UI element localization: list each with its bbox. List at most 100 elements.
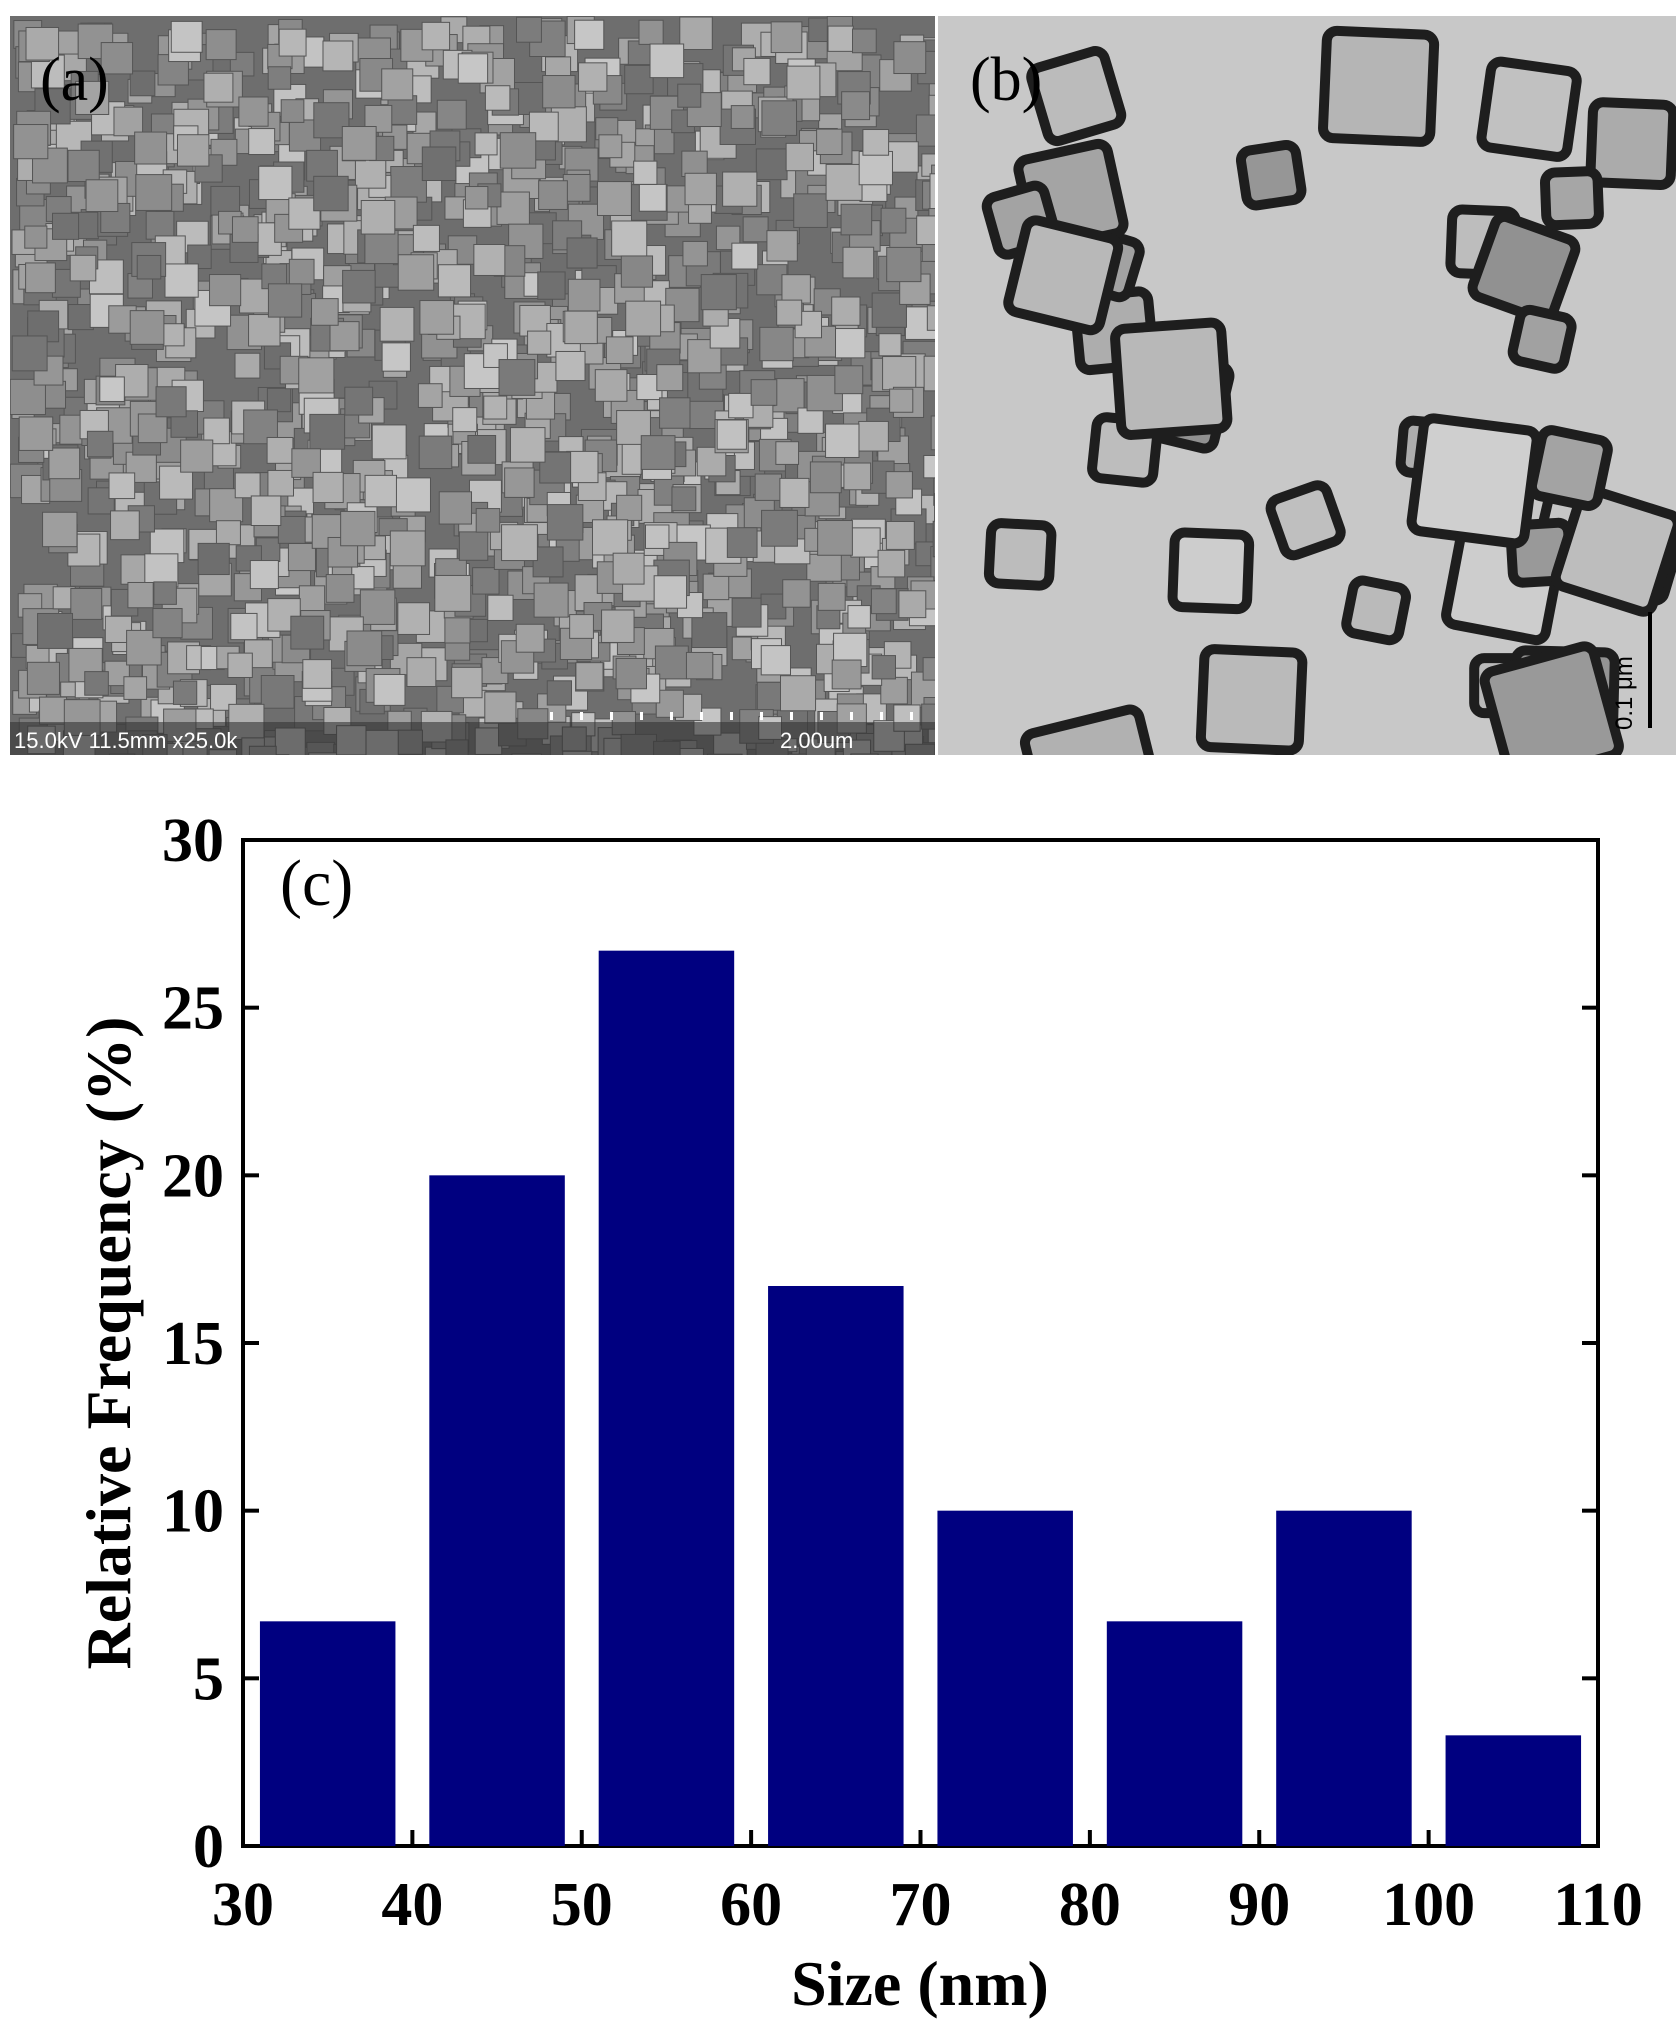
particle [371,424,407,460]
particle [842,246,875,279]
particle [730,105,755,129]
particle [691,612,728,649]
particle [726,527,758,558]
particle [928,71,935,102]
particle [878,333,902,357]
particle [847,605,871,629]
particle [1539,166,1604,231]
particle [700,274,737,311]
particle [11,335,48,372]
particle [313,175,349,212]
y-tick-label: 10 [162,1478,224,1546]
particle [532,546,564,578]
particle [776,299,803,326]
particle [1585,97,1676,190]
tem-image [938,16,1676,755]
particle [880,207,907,234]
particle [284,751,309,755]
particle [922,657,935,681]
particle [137,413,168,444]
particle [395,477,431,513]
particle [1019,704,1169,755]
particle [255,754,290,755]
particle [172,680,198,705]
particle [509,427,546,463]
particle [880,676,908,705]
particle [499,132,537,169]
particle [152,608,183,639]
particle [266,387,292,413]
particle [1235,140,1307,211]
panel-label: (a) [40,46,109,114]
particle [1003,215,1124,336]
particle [309,413,346,450]
particle [574,19,605,50]
particle [843,462,872,491]
particle [835,750,869,755]
particle [620,255,654,288]
particle [180,439,214,473]
particle [359,589,396,625]
particle [928,94,935,130]
particle [25,26,60,61]
particle [511,753,542,755]
particle [267,66,292,90]
particle [86,430,114,458]
particle [25,262,56,294]
particle [566,237,598,269]
particle [775,441,800,465]
particle [209,274,242,307]
particle [793,193,828,228]
particle [624,64,654,95]
particle [754,473,783,501]
particle [1265,480,1346,561]
particle [546,504,584,541]
particle [127,581,154,609]
particle [601,609,635,643]
particle [67,304,94,331]
particle [1195,644,1308,755]
particle [825,423,860,458]
particle [731,597,762,628]
particle [656,364,684,392]
particle [210,185,241,216]
y-tick-label: 15 [162,1310,224,1378]
particle [542,75,576,109]
particle [850,527,881,558]
particle [716,419,747,450]
particle [24,225,48,249]
particle [467,434,497,464]
particle [417,383,443,408]
x-tick-label: 60 [720,1871,782,1939]
particle [18,416,54,451]
particle [638,19,664,45]
particle [898,590,927,619]
particle [484,85,511,111]
particle [203,417,230,445]
particle [155,386,187,418]
particle [267,283,303,318]
particle [421,146,457,182]
particle [1479,641,1624,755]
particle [825,163,863,201]
particle [759,326,794,362]
x-tick-label: 90 [1228,1871,1290,1939]
particle [258,165,293,201]
y-tick-label: 0 [193,1813,224,1881]
x-tick-label: 100 [1382,1871,1475,1939]
particle [474,132,498,156]
particle [611,220,648,257]
particle [871,655,896,680]
particle [1167,527,1255,615]
particle [250,495,282,527]
particle [381,342,411,372]
particle [933,477,935,506]
particle [649,43,685,79]
particle [373,673,406,706]
particle [930,546,935,582]
y-tick-label: 30 [162,807,224,875]
particle [797,407,824,434]
particle [827,25,854,52]
particle [817,520,853,556]
